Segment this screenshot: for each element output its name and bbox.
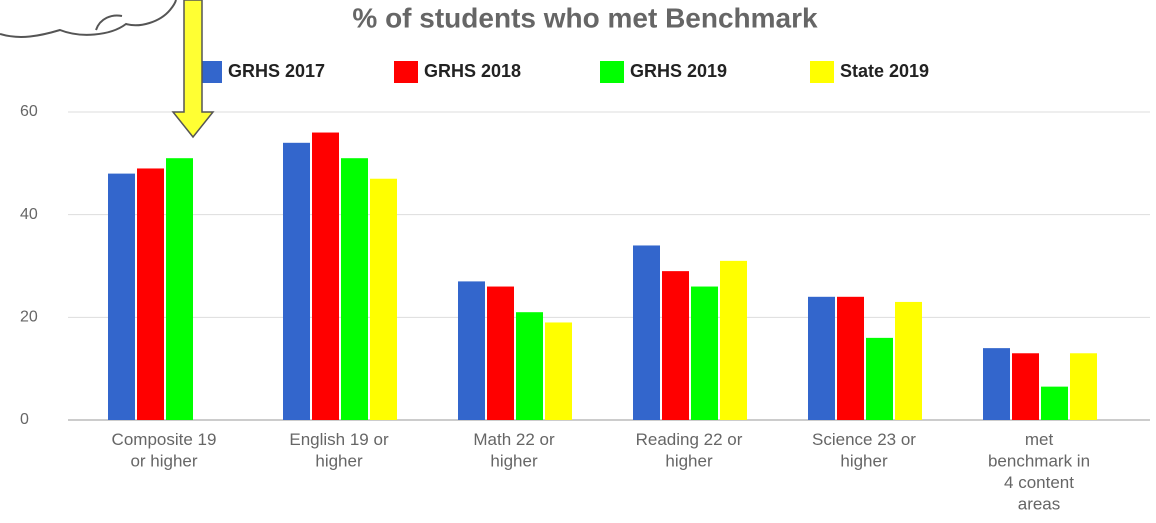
bar	[341, 158, 368, 420]
x-tick-line: higher	[665, 452, 713, 471]
x-tick-line: higher	[315, 452, 363, 471]
x-tick-label: Reading 22 or higher	[636, 430, 743, 471]
bar	[720, 260, 747, 420]
cloud-curl	[95, 14, 123, 31]
x-tick-label: met benchmark in 4 content areas	[988, 430, 1090, 514]
legend-label: GRHS 2019	[630, 61, 727, 81]
x-tick-line: Science 23 or	[812, 430, 916, 449]
x-tick-label: Math 22 or higher	[473, 430, 555, 471]
x-tick-label: Science 23 or higher	[812, 430, 916, 471]
x-tick-line: met	[1025, 430, 1054, 449]
bar	[1012, 353, 1039, 420]
bar	[866, 337, 893, 420]
x-tick-line: 4 content	[1004, 473, 1074, 492]
bar	[545, 322, 572, 420]
x-tick-line: benchmark in	[988, 452, 1090, 471]
y-tick-label: 20	[20, 309, 38, 326]
bar	[283, 142, 310, 421]
legend-label: State 2019	[840, 61, 929, 81]
x-tick-label: Composite 19 or higher	[112, 430, 217, 471]
legend-label: GRHS 2018	[424, 61, 521, 81]
legend-swatch	[810, 61, 834, 83]
y-tick-label: 60	[20, 103, 38, 120]
bar	[137, 168, 164, 420]
legend-swatch	[600, 61, 624, 83]
legend-label: GRHS 2017	[228, 61, 325, 81]
bar	[808, 296, 835, 420]
legend-swatch	[394, 61, 418, 83]
bar	[691, 286, 718, 420]
y-tick-label: 40	[20, 206, 38, 223]
bar	[458, 281, 485, 420]
legend-swatch	[198, 61, 222, 83]
chart-title: % of students who met Benchmark	[352, 2, 818, 33]
bar	[166, 158, 193, 420]
bar	[516, 312, 543, 420]
bar	[108, 173, 135, 420]
x-tick-line: Math 22 or	[473, 430, 555, 449]
bar	[837, 296, 864, 420]
bar	[312, 132, 339, 421]
bar	[895, 301, 922, 420]
bar	[662, 271, 689, 420]
bar	[633, 245, 660, 420]
x-tick-label: English 19 or higher	[289, 430, 389, 471]
bar	[1070, 353, 1097, 420]
bar	[487, 286, 514, 420]
x-tick-line: English 19 or	[289, 430, 389, 449]
x-tick-line: higher	[840, 452, 888, 471]
x-tick-line: or higher	[130, 452, 197, 471]
arrow	[171, 0, 215, 139]
x-tick-line: Reading 22 or	[636, 430, 743, 449]
cloud-outline	[0, 0, 177, 38]
bar	[370, 178, 397, 420]
x-tick-line: areas	[1018, 495, 1061, 514]
x-tick-line: Composite 19	[112, 430, 217, 449]
bar	[983, 348, 1010, 420]
bar	[1041, 386, 1068, 420]
x-tick-line: higher	[490, 452, 538, 471]
y-tick-label: 0	[20, 411, 29, 428]
